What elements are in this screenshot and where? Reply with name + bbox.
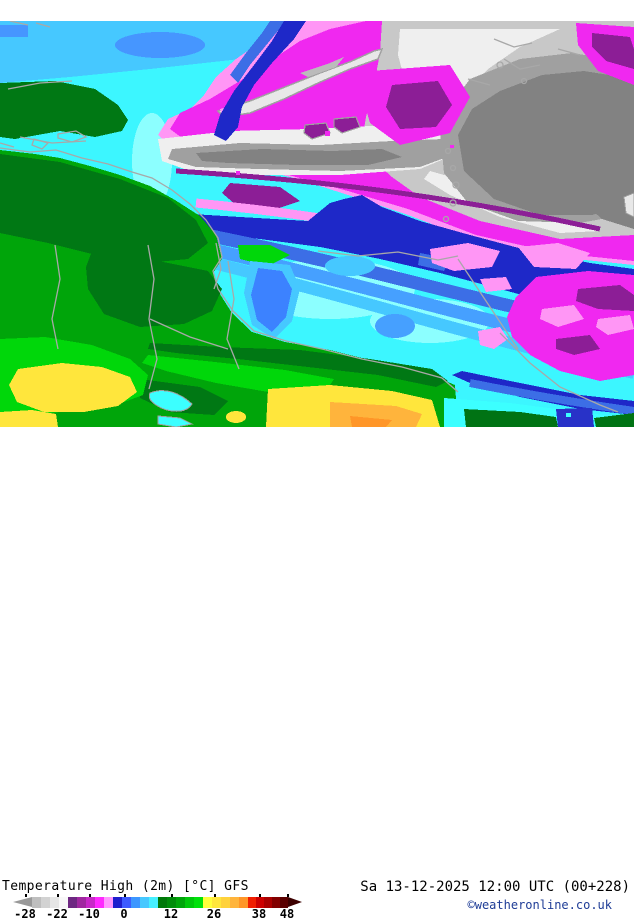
legend-segment — [104, 897, 113, 908]
legend-tick — [25, 894, 27, 897]
legend-tick-label: 12 — [163, 907, 179, 921]
legend-tick — [287, 894, 289, 897]
legend-segment — [140, 897, 149, 908]
coastlines-layer — [0, 21, 619, 413]
legend-segment — [68, 897, 77, 908]
map-datetime: Sa 13-12-2025 12:00 UTC (00+228) — [360, 879, 630, 895]
legend-tick — [214, 894, 216, 897]
legend-tick — [259, 894, 261, 897]
legend-right-arrow-icon — [288, 897, 302, 907]
legend-tick — [89, 894, 91, 897]
weather-map — [0, 21, 634, 427]
legend-tick-label: 26 — [206, 907, 222, 921]
islands-layer — [216, 47, 634, 218]
footer: Temperature High (2m) [°C] GFS Sa 13-12-… — [0, 427, 634, 921]
legend-color-bar — [32, 897, 288, 908]
legend-segment — [239, 897, 248, 908]
legend-segment — [221, 897, 230, 908]
legend-tick-label: 38 — [251, 907, 267, 921]
weather-map-page: { "title": "Temperature High (2m) [°C] G… — [0, 21, 634, 921]
copyright-link[interactable]: ©weatheronline.co.uk — [467, 898, 613, 912]
southeast-magenta-layer — [452, 271, 634, 415]
legend-tick-label: -10 — [78, 907, 100, 921]
legend-tick-label: 48 — [279, 907, 295, 921]
land-layer — [0, 81, 458, 427]
legend-left-arrow-icon — [13, 897, 32, 907]
temperature-legend: -28 -22 -10 0 12 26 38 48 — [0, 894, 320, 921]
legend-segment — [149, 897, 158, 908]
legend-segment — [131, 897, 140, 908]
legend-segment — [230, 897, 239, 908]
legend-tick — [171, 894, 173, 897]
specks-layer — [236, 113, 454, 190]
legend-tick-label: -28 — [14, 907, 36, 921]
legend-tick — [124, 894, 126, 897]
legend-tick-label: -22 — [46, 907, 68, 921]
legend-tick — [57, 894, 59, 897]
map-title: Temperature High (2m) [°C] GFS — [2, 879, 249, 894]
legend-segment — [185, 897, 194, 908]
bottom-strip-layer — [148, 390, 634, 427]
legend-tick-label: 0 — [120, 907, 128, 921]
legend-segment — [194, 897, 203, 908]
